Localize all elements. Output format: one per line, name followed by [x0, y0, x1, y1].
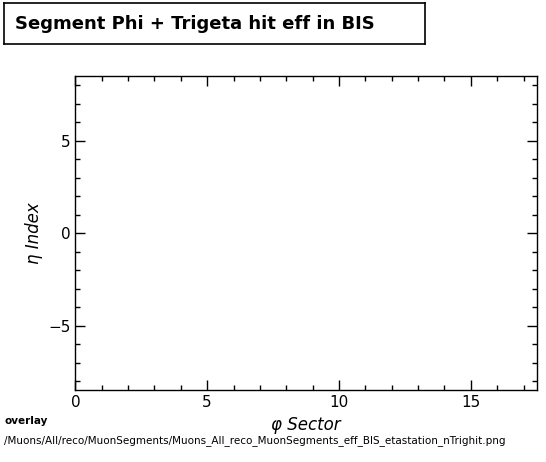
Text: /Muons/All/reco/MuonSegments/Muons_All_reco_MuonSegments_eff_BIS_etastation_nTri: /Muons/All/reco/MuonSegments/Muons_All_r… [4, 435, 506, 446]
Text: Segment Phi + Trigeta hit eff in BIS: Segment Phi + Trigeta hit eff in BIS [15, 15, 375, 33]
Text: overlay: overlay [4, 416, 48, 426]
X-axis label: φ Sector: φ Sector [271, 416, 341, 434]
Y-axis label: η Index: η Index [25, 202, 43, 264]
